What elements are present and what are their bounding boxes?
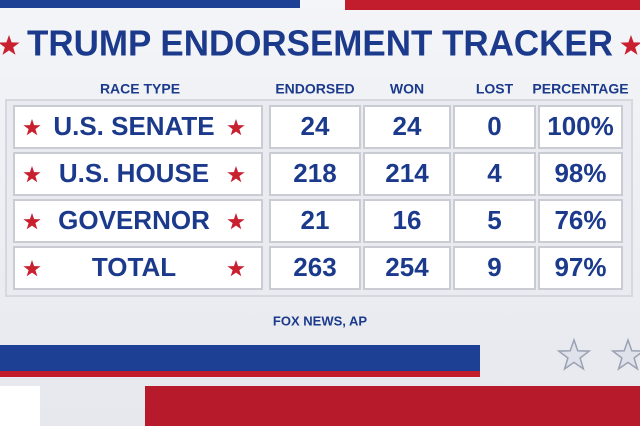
cell-value: 100%: [547, 111, 614, 141]
race-type: TOTAL: [92, 252, 176, 282]
star: [0, 35, 20, 55]
cell: [363, 199, 451, 243]
table: RACE TYPE ENDORSED WON LOST PERCENTAGE U.S. S…: [0, 35, 640, 371]
cell: [453, 199, 536, 243]
cell: [363, 152, 451, 196]
cell: [13, 105, 263, 149]
race-type: U.S. HOUSE: [59, 158, 209, 188]
cell-value: 218: [293, 158, 336, 188]
top-blue-stripe: [0, 0, 300, 8]
top-red-stripe: [345, 0, 640, 10]
cell-value: 21: [301, 205, 330, 235]
bottom-red-band: [145, 386, 640, 426]
star: [23, 260, 41, 277]
star: [610, 337, 640, 371]
cell: [363, 246, 451, 290]
cell-value: 24: [301, 111, 330, 141]
star: [620, 35, 640, 55]
title: TRUMP ENDORSEMENT TRACKER: [27, 23, 613, 64]
source: FOX NEWS, AP: [273, 313, 367, 328]
cell-value: 4: [487, 158, 502, 188]
cell-value: 254: [385, 252, 429, 282]
column-header: PERCENTAGE: [532, 81, 628, 97]
bottom-red-line: [0, 371, 480, 377]
cell: [269, 246, 361, 290]
column-header: RACE TYPE: [100, 81, 180, 97]
column-header: WON: [390, 81, 424, 97]
star: [23, 213, 41, 230]
star: [227, 119, 245, 136]
cell: [13, 152, 263, 196]
cell-value: 9: [487, 252, 501, 282]
cell: [13, 199, 263, 243]
cell-value: 24: [393, 111, 422, 141]
cell: [538, 199, 623, 243]
cell: [453, 152, 536, 196]
bottom-white-block: [0, 386, 40, 426]
cell: [363, 105, 451, 149]
star: [227, 260, 245, 277]
cell-value: 263: [293, 252, 336, 282]
star: [227, 166, 245, 183]
bottom-blue-band: [0, 345, 480, 371]
cell-value: 0: [487, 111, 501, 141]
cell: [453, 246, 536, 290]
cell-value: 97%: [554, 252, 606, 282]
column-header: ENDORSED: [275, 81, 354, 97]
race-type: GOVERNOR: [58, 205, 210, 235]
cell: [538, 246, 623, 290]
column-header: LOST: [476, 81, 514, 97]
cell: [453, 105, 536, 149]
cell: [538, 152, 623, 196]
cell: [269, 199, 361, 243]
star: [556, 337, 592, 371]
cell: [269, 152, 361, 196]
star: [23, 166, 41, 183]
cell-value: 214: [385, 158, 429, 188]
cell: [538, 105, 623, 149]
cell-value: 98%: [554, 158, 606, 188]
star: [23, 119, 41, 136]
cell-value: 76%: [554, 205, 606, 235]
race-type: U.S. SENATE: [53, 111, 214, 141]
cell: [269, 105, 361, 149]
star: [227, 213, 245, 230]
cell-value: 16: [393, 205, 422, 235]
cell-value: 5: [487, 205, 501, 235]
cell: [13, 246, 263, 290]
